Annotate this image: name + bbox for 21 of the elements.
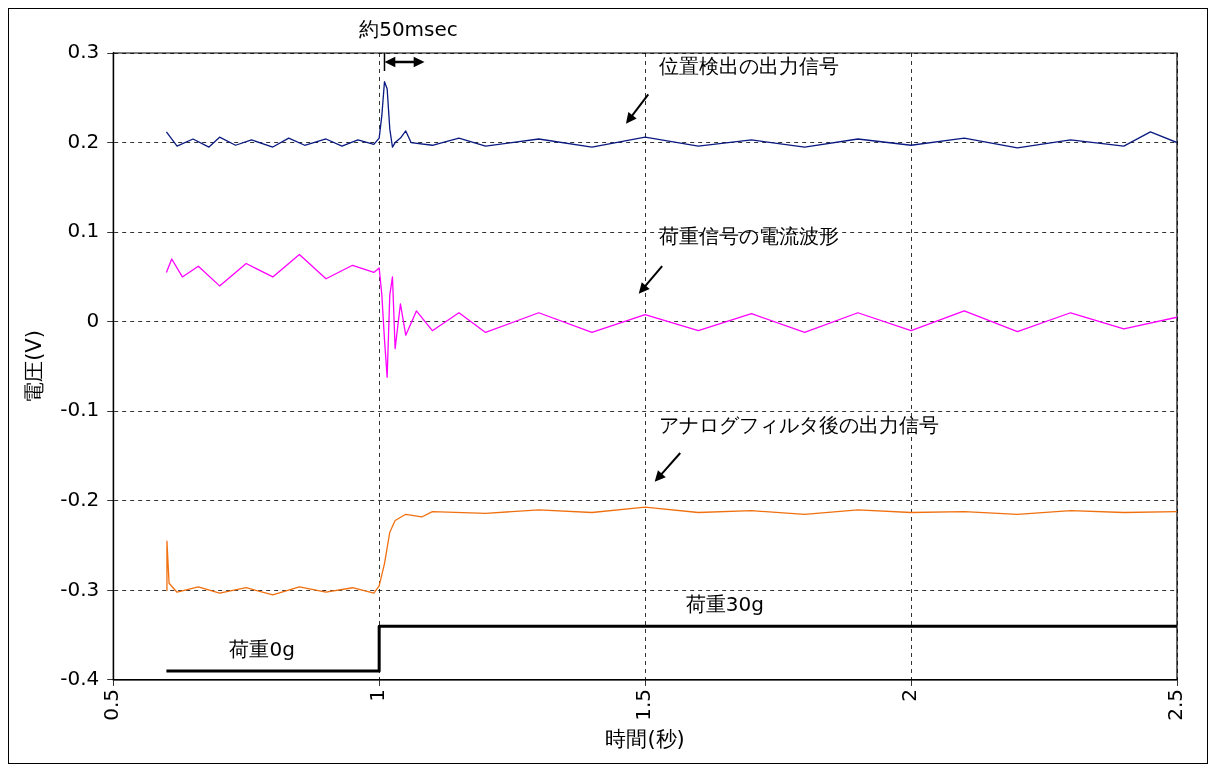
- annotation: アナログフィルタ後の出力信号: [658, 412, 939, 437]
- x-tick-label: 0.5: [99, 688, 124, 721]
- x-tick-label: 1.5: [631, 688, 656, 721]
- annotation: 荷重0g: [229, 637, 295, 662]
- x-tick-label: 1: [365, 688, 390, 702]
- y-tick-label: 0.2: [67, 128, 100, 153]
- x-tick-label: 2.5: [1163, 688, 1188, 721]
- y-axis-title: 電圧(V): [22, 330, 47, 403]
- x-axis-title: 時間(秒): [605, 726, 685, 751]
- y-tick-label: -0.3: [60, 576, 100, 601]
- annotation: 荷重30g: [685, 592, 764, 617]
- y-tick-label: -0.1: [60, 397, 100, 422]
- y-tick-label: 0.1: [67, 218, 100, 243]
- y-tick-label: 0: [86, 307, 100, 332]
- y-tick-label: -0.2: [60, 487, 100, 512]
- annotation: 位置検出の出力信号: [658, 54, 839, 79]
- y-tick-label: -0.4: [60, 666, 100, 691]
- annotation: 約50msec: [359, 17, 458, 42]
- annotation: 荷重信号の電流波形: [658, 223, 839, 248]
- x-tick-label: 2: [897, 688, 922, 702]
- y-tick-label: 0.3: [67, 39, 100, 64]
